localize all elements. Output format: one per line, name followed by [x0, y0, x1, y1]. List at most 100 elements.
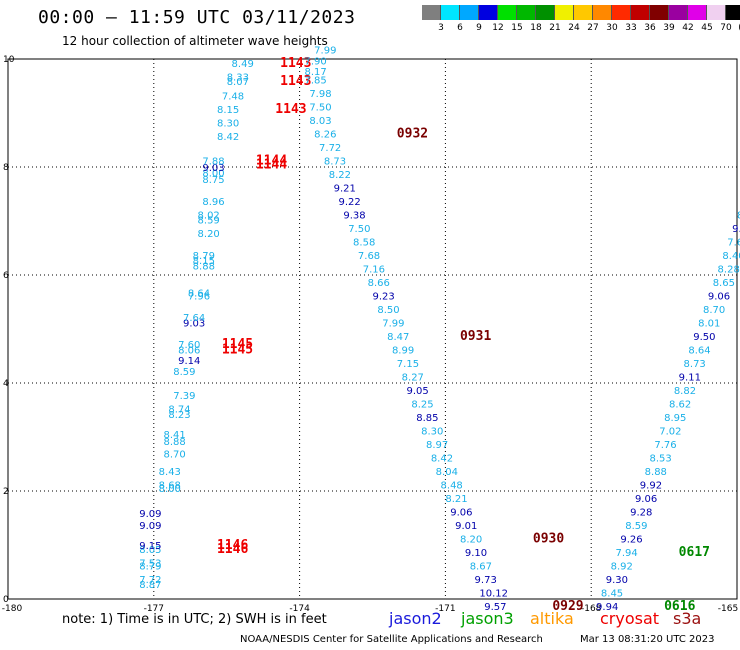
- wave-height-value: 9.09: [139, 509, 161, 520]
- pass-time-label: 0929: [552, 599, 583, 614]
- wave-height-value: 8.70: [164, 450, 186, 461]
- color-scale-label: 15: [511, 23, 523, 33]
- wave-height-value: 9.57: [484, 602, 506, 613]
- wave-height-value: 7.68: [358, 251, 380, 262]
- wave-height-value: 9.38: [343, 210, 365, 221]
- pass-time-label: 1145: [222, 337, 253, 352]
- wave-height-value: 8.43: [159, 467, 181, 478]
- color-swatch: [422, 5, 441, 20]
- wave-height-value: 7.98: [309, 89, 331, 100]
- wave-height-value: 8.03: [309, 116, 331, 127]
- wave-height-value: 7.50: [348, 224, 370, 235]
- wave-height-value: 9.06: [635, 494, 657, 505]
- wave-height-value: 9.28: [630, 507, 652, 518]
- wave-height-value: 8.42: [431, 453, 453, 464]
- wave-height-value: 8.87: [139, 580, 161, 591]
- wave-height-value: 8.30: [421, 426, 443, 437]
- color-swatch: [498, 5, 517, 20]
- color-swatch: [593, 5, 612, 20]
- wave-height-value: 8.41: [164, 430, 186, 441]
- color-scale-label: 27: [587, 23, 599, 33]
- pass-time-label: 0930: [533, 531, 564, 546]
- pass-time-label: 1144: [256, 153, 287, 168]
- wave-height-value: 8.49: [232, 59, 254, 70]
- wave-height-value: 8.47: [387, 332, 409, 343]
- legend-cryosat: cryosat: [600, 609, 660, 628]
- color-swatch: [555, 5, 574, 20]
- wave-height-value: 9.05: [407, 386, 429, 397]
- wave-height-value: 8.59: [625, 521, 647, 532]
- wave-height-value: 8.95: [664, 413, 686, 424]
- color-scale-label: 9: [476, 23, 482, 33]
- wave-height-value: 8.66: [368, 278, 390, 289]
- wave-height-value: 8.68: [159, 480, 181, 491]
- x-tick-label: -165: [718, 604, 738, 614]
- wave-height-value: 8.02: [198, 210, 220, 221]
- color-swatch: [441, 5, 460, 20]
- wave-height-value: 9.14: [178, 356, 200, 367]
- pass-time-label: 0931: [460, 329, 491, 344]
- color-swatch: [536, 5, 555, 20]
- y-tick-label: 2: [3, 487, 9, 497]
- wave-height-value: 8.85: [416, 413, 438, 424]
- wave-height-value: 9.23: [373, 291, 395, 302]
- wave-height-value: 9.15: [139, 541, 161, 552]
- wave-height-value: 8.15: [217, 105, 239, 116]
- pass-time-label: 1143: [280, 74, 311, 89]
- wave-height-value: 8.24: [737, 210, 740, 221]
- pass-time-label: 1144: [256, 158, 287, 173]
- wave-height-value: 8.73: [684, 359, 706, 370]
- wave-height-value: 8.00: [159, 484, 181, 495]
- wave-height-value: 7.53: [139, 559, 161, 570]
- wave-height-value: 8.70: [703, 305, 725, 316]
- wave-height-value: 8.22: [329, 170, 351, 181]
- wave-height-value: 7.72: [319, 143, 341, 154]
- wave-height-value: 8.26: [314, 129, 336, 140]
- color-scale-label: 45: [701, 23, 713, 33]
- chart-title: 00:00 – 11:59 UTC 03/11/2023: [38, 7, 356, 28]
- wave-height-value: 7.48: [222, 92, 244, 103]
- pass-time-label: 1146: [217, 538, 248, 553]
- wave-height-value: 8.58: [353, 237, 375, 248]
- x-tick-label: -174: [289, 604, 310, 614]
- wave-height-value: 8.20: [460, 534, 482, 545]
- wave-height-value: 8.28: [718, 264, 740, 275]
- wave-height-value: 8.79: [139, 561, 161, 572]
- wave-height-value: 8.62: [669, 399, 691, 410]
- y-tick-label: 4: [3, 379, 9, 389]
- wave-height-value: 8.73: [324, 156, 346, 167]
- pass-time-label: 0616: [664, 599, 695, 614]
- wave-height-value: 8.74: [168, 405, 190, 416]
- x-tick-label: -180: [2, 604, 23, 614]
- wave-height-value: 9.50: [693, 332, 715, 343]
- pass-time-label: 1143: [275, 102, 306, 117]
- wave-height-value: 8.01: [698, 318, 720, 329]
- wave-height-value: 8.96: [202, 197, 224, 208]
- legend-altika: altika: [530, 609, 574, 628]
- wave-height-value: 9.26: [620, 534, 642, 545]
- legend-jason2: jason2: [389, 609, 442, 628]
- wave-height-value: 8.40: [722, 251, 740, 262]
- wave-height-value: 9.22: [338, 197, 360, 208]
- wave-height-value: 8.17: [304, 67, 326, 78]
- color-scale-label: 24: [568, 23, 580, 33]
- color-swatch: [612, 5, 631, 20]
- color-swatch: [517, 5, 536, 20]
- wave-height-value: 7.99: [314, 46, 336, 57]
- y-tick-label: 8: [3, 163, 9, 173]
- wave-height-value: 9.92: [640, 480, 662, 491]
- color-swatch: [650, 5, 669, 20]
- color-scale-label: 33: [625, 23, 637, 33]
- wave-height-value: 8.07: [227, 77, 249, 88]
- wave-height-value: 8.65: [713, 278, 735, 289]
- wave-height-value: 8.59: [173, 367, 195, 378]
- y-tick-label: 0: [3, 595, 9, 605]
- wave-height-value: 7.16: [363, 264, 385, 275]
- color-scale-label: 3: [438, 23, 444, 33]
- color-swatch: [460, 5, 479, 20]
- wave-height-value: 9.10: [465, 548, 487, 559]
- wave-height-value: 9.06: [450, 507, 472, 518]
- wave-height-value: 8.45: [601, 588, 623, 599]
- wave-height-value: 8.79: [193, 251, 215, 262]
